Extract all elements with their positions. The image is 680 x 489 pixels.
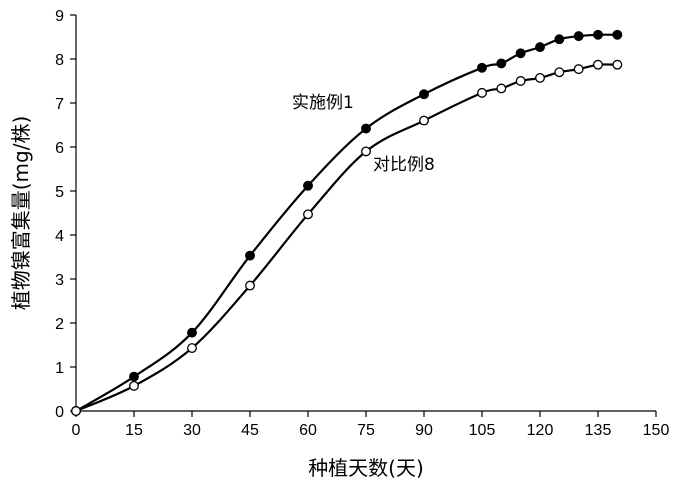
y-tick-label: 0 [55,404,64,421]
series-label-1: 实施例1 [292,93,354,113]
x-tick-label: 45 [241,422,259,439]
data-point [536,43,545,52]
y-tick-label: 7 [55,96,64,113]
data-point [420,116,429,125]
data-point [362,147,371,156]
series-1 [72,31,622,416]
data-point [516,77,525,86]
data-point [130,382,139,391]
x-tick-label: 105 [469,422,496,439]
x-tick-label: 90 [415,422,433,439]
data-point [304,181,313,190]
data-point [574,32,583,41]
data-point [478,64,487,73]
data-point [613,60,622,69]
data-point [497,84,506,93]
data-point [594,31,603,40]
x-tick-label: 120 [527,422,554,439]
data-point [188,328,197,337]
data-point [536,74,545,83]
y-tick-label: 8 [55,52,64,69]
data-point [574,65,583,74]
data-point [246,281,255,290]
x-tick-label: 75 [357,422,375,439]
x-tick-label: 135 [585,422,612,439]
data-point [497,59,506,68]
x-tick-label: 60 [299,422,317,439]
data-point [304,210,313,219]
data-point [555,68,564,77]
series-label-2: 对比例8 [373,155,435,175]
data-point [516,49,525,58]
y-tick-label: 9 [55,8,64,25]
data-point [72,407,81,416]
y-tick-label: 2 [55,316,64,333]
data-point [594,60,603,69]
x-tick-label: 30 [183,422,201,439]
x-axis-title: 种植天数(天) [308,456,424,480]
y-tick-label: 3 [55,272,64,289]
axes [76,15,656,411]
x-tick-label: 15 [125,422,143,439]
data-point [362,124,371,133]
data-point [188,344,197,353]
data-point [555,35,564,44]
data-point [613,31,622,40]
y-tick-label: 1 [55,360,64,377]
y-axis-title: 植物镍富集量(mg/株) [9,116,33,311]
data-point [130,372,139,381]
series-layer [72,31,622,416]
x-tick-label: 150 [643,422,670,439]
data-point [420,90,429,99]
series-line [76,35,617,411]
data-point [246,251,255,260]
series-line [76,64,617,411]
data-point [478,89,487,98]
x-tick-label: 0 [72,422,81,439]
y-tick-label: 5 [55,184,64,201]
y-tick-label: 6 [55,140,64,157]
y-tick-label: 4 [55,228,64,245]
